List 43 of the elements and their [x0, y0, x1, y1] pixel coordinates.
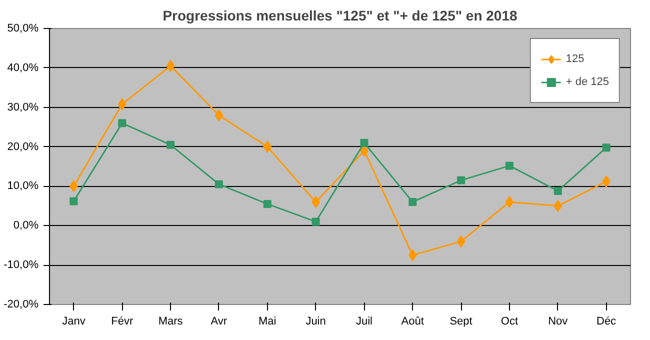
- y-tick-label: 40,0%: [7, 62, 39, 74]
- x-tick-label: Févr: [111, 316, 134, 328]
- x-tick-label: Sept: [450, 316, 472, 328]
- legend-label: + de 125: [566, 76, 609, 88]
- point: [166, 140, 175, 149]
- point: [118, 119, 126, 128]
- point: [505, 162, 514, 170]
- point: [505, 196, 514, 208]
- x-tick-label: Janv: [62, 316, 86, 328]
- point: [408, 249, 417, 262]
- x-tick-label: Août: [401, 316, 424, 328]
- x-tick-label: Oct: [500, 316, 518, 328]
- legend-label: 125: [566, 53, 586, 65]
- x-tick-label: Juin: [306, 316, 326, 328]
- point: [554, 186, 562, 195]
- y-tick-label: 50,0%: [7, 22, 39, 34]
- point: [456, 235, 466, 248]
- y-tick-label: -20,0%: [4, 298, 39, 310]
- y-tick-label: 10,0%: [7, 180, 39, 192]
- x-tick-label: Avr: [210, 316, 228, 328]
- x-tick-label: Juil: [356, 316, 372, 328]
- point: [214, 109, 224, 122]
- x-tick-label: Nov: [548, 316, 568, 328]
- point: [166, 60, 175, 72]
- point: [263, 200, 272, 208]
- y-tick-label: 20,0%: [7, 140, 39, 153]
- point: [554, 200, 562, 212]
- y-tick-label: 0,0%: [13, 220, 39, 232]
- x-tick-label: Déc: [596, 316, 617, 328]
- y-tick-label: -10,0%: [4, 259, 39, 272]
- chart-title: Progressions mensuelles "125" et "+ de 125" en 2018: [162, 8, 518, 24]
- y-tick-label: 30,0%: [7, 101, 39, 114]
- x-tick-label: Mai: [258, 316, 276, 328]
- x-tick-label: Mars: [158, 316, 184, 328]
- point: [214, 180, 223, 188]
- point: [360, 138, 368, 147]
- point: [408, 198, 417, 206]
- point: [70, 197, 78, 206]
- point: [602, 144, 610, 152]
- point: [263, 140, 272, 153]
- point: [457, 176, 466, 184]
- point: [312, 218, 320, 226]
- point: [118, 98, 126, 110]
